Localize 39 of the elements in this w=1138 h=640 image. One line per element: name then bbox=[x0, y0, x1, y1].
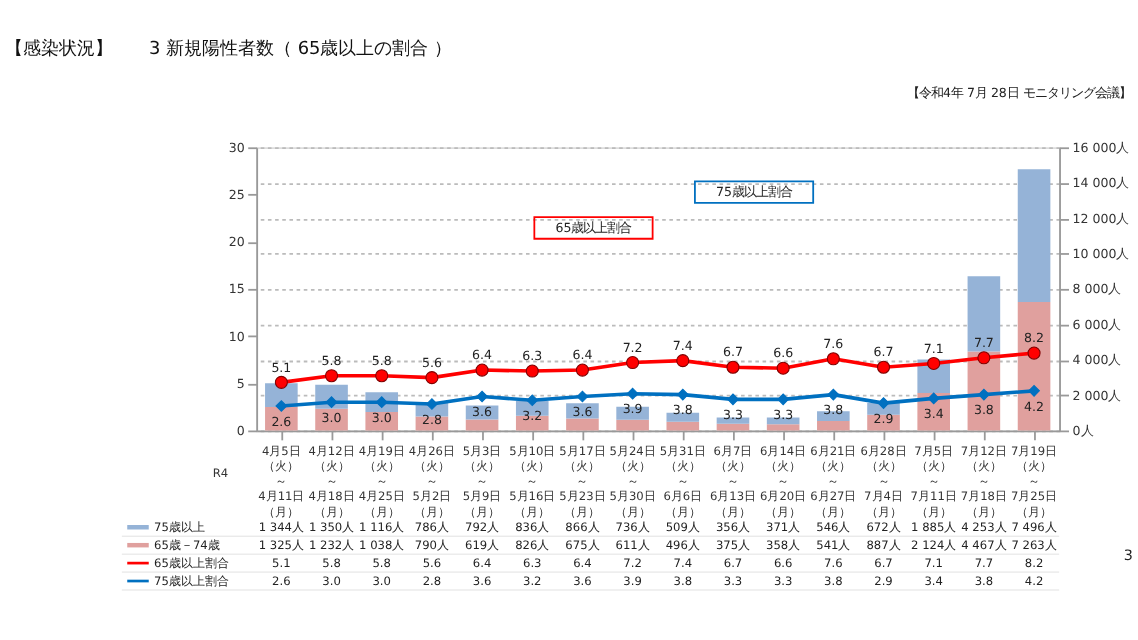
point bbox=[726, 360, 740, 374]
chart-title: 【感染状況】 3 新規陽性者数（ 65歳以上の割合 ） bbox=[4, 38, 453, 61]
bar bbox=[666, 412, 700, 422]
point bbox=[275, 400, 288, 412]
point bbox=[877, 397, 890, 409]
point bbox=[425, 371, 439, 385]
point bbox=[525, 364, 539, 378]
point bbox=[927, 356, 941, 371]
bar bbox=[1017, 169, 1051, 302]
point bbox=[475, 363, 489, 377]
bar bbox=[817, 411, 850, 421]
bar bbox=[1017, 301, 1051, 431]
text: 3 bbox=[1123, 545, 1133, 564]
bar bbox=[766, 424, 800, 431]
point bbox=[626, 387, 639, 400]
point bbox=[375, 369, 389, 383]
point bbox=[575, 363, 589, 377]
point bbox=[977, 351, 991, 365]
bar bbox=[616, 419, 649, 431]
point bbox=[826, 352, 840, 366]
point bbox=[476, 390, 488, 403]
bar bbox=[967, 276, 1001, 352]
point bbox=[626, 355, 640, 370]
point bbox=[324, 369, 339, 383]
point bbox=[676, 354, 690, 368]
point bbox=[776, 361, 790, 375]
bar bbox=[465, 419, 499, 431]
point bbox=[274, 375, 288, 389]
point bbox=[777, 393, 789, 406]
point bbox=[727, 393, 739, 406]
bar bbox=[817, 420, 850, 431]
point bbox=[827, 388, 840, 401]
point bbox=[1027, 346, 1041, 360]
bar bbox=[566, 418, 599, 431]
point bbox=[1028, 385, 1040, 397]
point bbox=[526, 394, 539, 407]
bar bbox=[666, 421, 700, 431]
point bbox=[978, 388, 990, 401]
point bbox=[876, 360, 891, 374]
